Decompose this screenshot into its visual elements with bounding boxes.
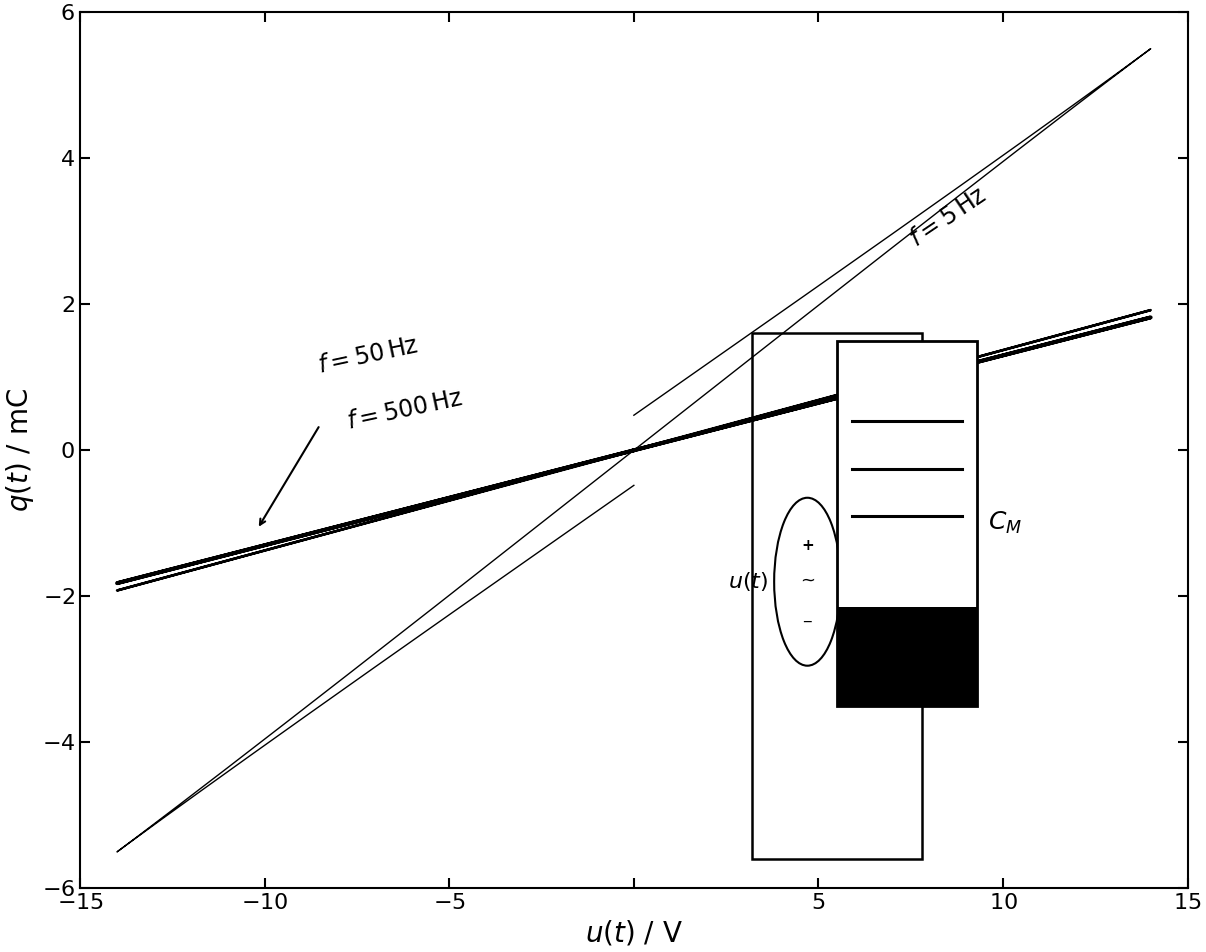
Text: $u(t)$: $u(t)$ <box>728 570 768 593</box>
Text: +: + <box>801 538 814 553</box>
Bar <box>753 333 921 860</box>
Bar <box>837 341 977 705</box>
Text: $f = 500\,\mathrm{Hz}$: $f = 500\,\mathrm{Hz}$ <box>345 387 464 434</box>
Bar <box>837 607 977 705</box>
Ellipse shape <box>774 498 841 665</box>
X-axis label: $u(t)$ / V: $u(t)$ / V <box>585 919 683 948</box>
Text: $C_M$: $C_M$ <box>988 510 1023 536</box>
Text: $f = 5\,\mathrm{Hz}$: $f = 5\,\mathrm{Hz}$ <box>904 182 990 251</box>
Text: $f = 50\,\mathrm{Hz}$: $f = 50\,\mathrm{Hz}$ <box>316 333 421 378</box>
Text: ~: ~ <box>800 571 815 589</box>
Y-axis label: $q(t)$ / mC: $q(t)$ / mC <box>4 388 36 512</box>
Text: _: _ <box>803 607 812 622</box>
